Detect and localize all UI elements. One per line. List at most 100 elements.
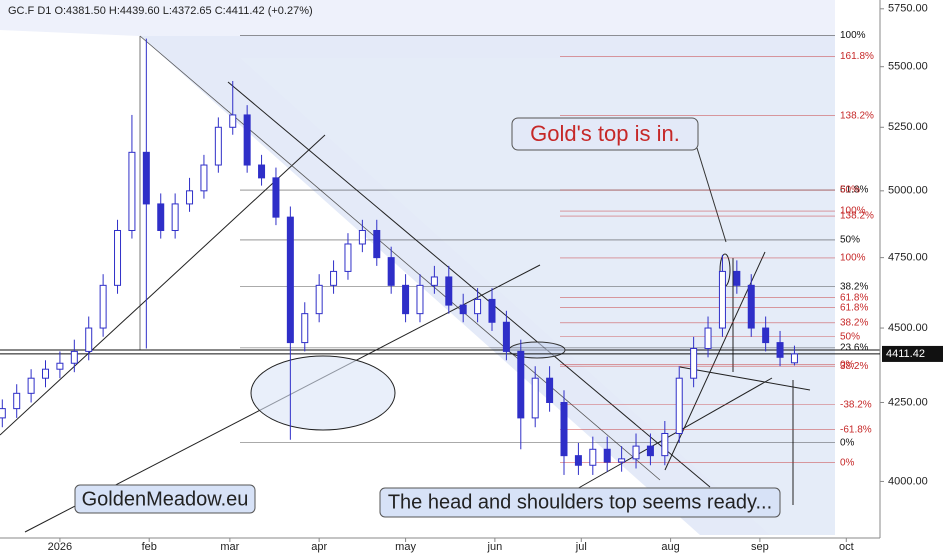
fib-label: 100% (840, 30, 866, 41)
trendline (227, 81, 711, 488)
candle-body (776, 342, 784, 358)
annotation-box (379, 487, 781, 518)
candle-body (330, 270, 338, 286)
fib-label: 100% (840, 253, 866, 264)
candle-body (85, 327, 93, 352)
fib-label: 0% (840, 457, 855, 468)
y-tick-label: 4250.00 (888, 396, 928, 408)
annotation: GoldenMeadow.eu (82, 488, 249, 510)
candle-body (258, 164, 266, 179)
candle-body (474, 298, 482, 315)
x-tick-label: jun (487, 541, 503, 553)
last-price-label: 4411.42 (886, 348, 925, 360)
candle-body (517, 350, 525, 419)
candle-body (704, 327, 712, 349)
x-tick-label: 2026 (48, 541, 72, 553)
x-tick-label: mar (220, 541, 239, 553)
shaded-area (0, 0, 835, 36)
candle-body (13, 392, 21, 410)
pointer (696, 147, 727, 243)
candle-body (546, 377, 554, 403)
y-tick-label: 4000.00 (888, 475, 928, 487)
candle-body (445, 276, 453, 306)
candle-body (186, 190, 194, 205)
x-tick-label: apr (311, 541, 327, 553)
y-tick-label: 5000.00 (888, 185, 928, 197)
candle-body (589, 448, 597, 466)
candle-body (272, 177, 280, 218)
candle-body (200, 164, 208, 192)
candle-body (762, 327, 770, 344)
neckline (574, 377, 773, 491)
candle-body (661, 432, 669, 457)
y-tick-label: 4500.00 (888, 322, 928, 334)
fib-label: 61.8% (840, 185, 868, 196)
fib-label: 50% (840, 235, 860, 246)
candle-body (690, 347, 698, 379)
annotation: The head and shoulders top seems ready..… (388, 491, 772, 513)
candle-body (718, 270, 726, 329)
fib-label: 138.2% (840, 110, 874, 121)
x-tick-label: sep (751, 541, 769, 553)
fib-label: 61.8% (840, 302, 868, 313)
shaded-channel (240, 58, 835, 535)
candle-body (632, 445, 640, 460)
x-tick-label: jul (575, 541, 587, 553)
candle-body (229, 114, 237, 128)
candle-body (502, 321, 510, 352)
fib-label: 138.2% (840, 211, 874, 222)
candle-body (42, 368, 50, 379)
candle-body (70, 350, 78, 364)
candle-body (344, 243, 352, 272)
x-tick-label: oct (839, 541, 854, 553)
y-tick-label: 5750.00 (888, 3, 928, 15)
fib-label: 38.2% (840, 317, 868, 328)
fib-label: -61.8% (840, 424, 872, 435)
y-tick-label: 5500.00 (888, 61, 928, 73)
y-tick-label: 5250.00 (888, 121, 928, 133)
candle-body (142, 151, 150, 205)
x-tick-label: aug (661, 541, 679, 553)
candle-body (488, 298, 496, 323)
fib-label: 0% (840, 437, 855, 448)
highlight-ellipse (250, 355, 396, 431)
candle-body (675, 377, 683, 434)
candle-body (373, 229, 381, 259)
candle-body (430, 276, 438, 286)
candle-body (574, 455, 582, 466)
candle-body (402, 284, 410, 315)
fib-label: -38.2% (840, 399, 872, 410)
fib-label: 61.8% (840, 292, 868, 303)
last-price-box (882, 345, 943, 362)
fib-label: 38.2% (840, 281, 868, 292)
candle-body (747, 284, 755, 329)
candle-body (157, 203, 165, 231)
candle-body (301, 313, 309, 344)
candle-body (99, 284, 107, 329)
x-tick-label: may (395, 541, 416, 553)
candle-body (618, 458, 626, 463)
candle-body (603, 448, 611, 463)
candle-body (459, 304, 467, 315)
candle-body (243, 114, 251, 166)
candle-body (733, 270, 741, 286)
annotation: Gold's top is in. (530, 121, 680, 146)
candle-body (790, 353, 798, 364)
candle-body (315, 284, 323, 315)
candle-body (128, 151, 136, 231)
trendline (0, 134, 326, 436)
candle-body (214, 126, 222, 166)
candle-body (358, 229, 366, 245)
candle-body (387, 257, 395, 286)
trendline (139, 35, 661, 481)
candle-body (114, 229, 122, 286)
fib-label: 100% (840, 206, 866, 217)
fib-label: 38.2% (840, 361, 868, 372)
marks (0, 38, 798, 475)
fib-label: 50% (840, 185, 860, 196)
fib-label: 0% (840, 359, 855, 370)
annotation-box (511, 117, 699, 151)
candle-body (286, 216, 294, 344)
fib-label: 23.6% (840, 343, 868, 354)
